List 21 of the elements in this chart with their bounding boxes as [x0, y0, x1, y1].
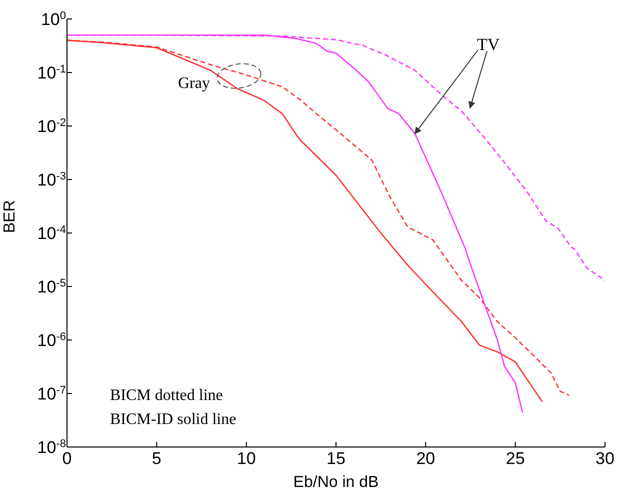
x-axis-title: Eb/No in dB	[293, 474, 379, 491]
annotation: Gray	[178, 75, 210, 92]
annotation: BICM dotted line	[110, 387, 223, 404]
y-tick-label: 10$^{-5}$	[37, 278, 66, 296]
annotation: BICM-ID solid line	[110, 411, 236, 428]
x-tick-label: 10	[236, 449, 256, 468]
y-axis-title: BER	[2, 200, 19, 233]
y-tick-label: 10$^{0}$	[40, 10, 66, 29]
annotation: TV	[477, 35, 500, 54]
y-tick-label: 10$^{-4}$	[37, 224, 66, 243]
x-tick-label: 5	[152, 449, 162, 468]
x-tick-label: 20	[416, 449, 436, 468]
x-tick-label: 30	[596, 449, 614, 468]
x-tick-label: 15	[326, 449, 346, 468]
y-tick-label: 10$^{-6}$	[37, 331, 66, 350]
y-tick-label: 10$^{-2}$	[37, 117, 66, 136]
x-tick-label: 0	[62, 449, 72, 468]
x-tick-label: 25	[506, 449, 525, 468]
y-tick-label: 10$^{-1}$	[37, 64, 66, 82]
y-tick-label: 10$^{-3}$	[37, 170, 66, 190]
y-tick-label: 10$^{-7}$	[37, 384, 66, 404]
